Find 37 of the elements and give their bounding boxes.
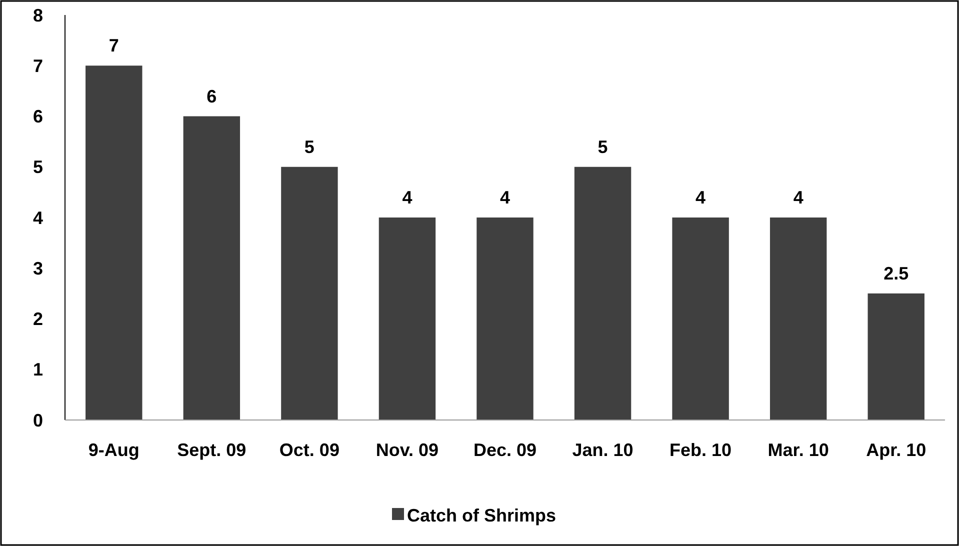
- y-tick-label: 7: [32, 56, 44, 76]
- data-label: 6: [206, 86, 217, 106]
- x-tick-label: Nov. 09: [376, 440, 439, 460]
- y-tick-label: 1: [32, 360, 44, 380]
- data-label: 5: [598, 136, 608, 157]
- y-tick-label: 2: [32, 309, 44, 330]
- bar: [86, 66, 142, 420]
- bar: [378, 218, 436, 420]
- x-tick-label: Oct. 09: [279, 440, 340, 460]
- bar: [574, 166, 632, 420]
- x-tick-label: Feb. 10: [670, 440, 732, 460]
- y-tick-label: 3: [32, 258, 44, 278]
- data-label: 4: [500, 188, 510, 208]
- y-tick-label: 5: [32, 157, 44, 178]
- data-label: 4: [696, 188, 706, 208]
- bar: [770, 218, 827, 420]
- bar: [672, 218, 729, 420]
- x-tick-label: Apr. 10: [866, 440, 926, 460]
- data-label: 2.5: [884, 263, 909, 284]
- x-tick-label: Dec. 09: [473, 440, 537, 460]
- data-label: 5: [304, 136, 314, 157]
- data-label: 7: [108, 36, 119, 56]
- y-tick-label: 4: [32, 208, 44, 228]
- x-tick-label: Jan. 10: [572, 440, 634, 460]
- y-tick-label: 8: [32, 5, 44, 26]
- data-label: 4: [793, 188, 804, 208]
- bar: [476, 218, 534, 420]
- x-tick-label: 9-Aug: [88, 440, 140, 460]
- bar: [868, 293, 924, 420]
- x-tick-label: Mar. 10: [768, 440, 829, 460]
- x-tick-label: Sept. 09: [177, 440, 246, 460]
- data-label: 4: [402, 188, 412, 208]
- y-tick-label: 6: [32, 106, 44, 127]
- y-tick-label: 0: [32, 410, 44, 430]
- legend-label: Catch of Shrimps: [407, 505, 556, 526]
- bar: [281, 166, 338, 420]
- bar: [183, 116, 240, 420]
